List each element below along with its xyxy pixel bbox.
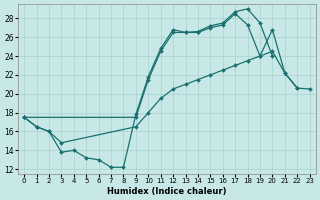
X-axis label: Humidex (Indice chaleur): Humidex (Indice chaleur) — [107, 187, 227, 196]
